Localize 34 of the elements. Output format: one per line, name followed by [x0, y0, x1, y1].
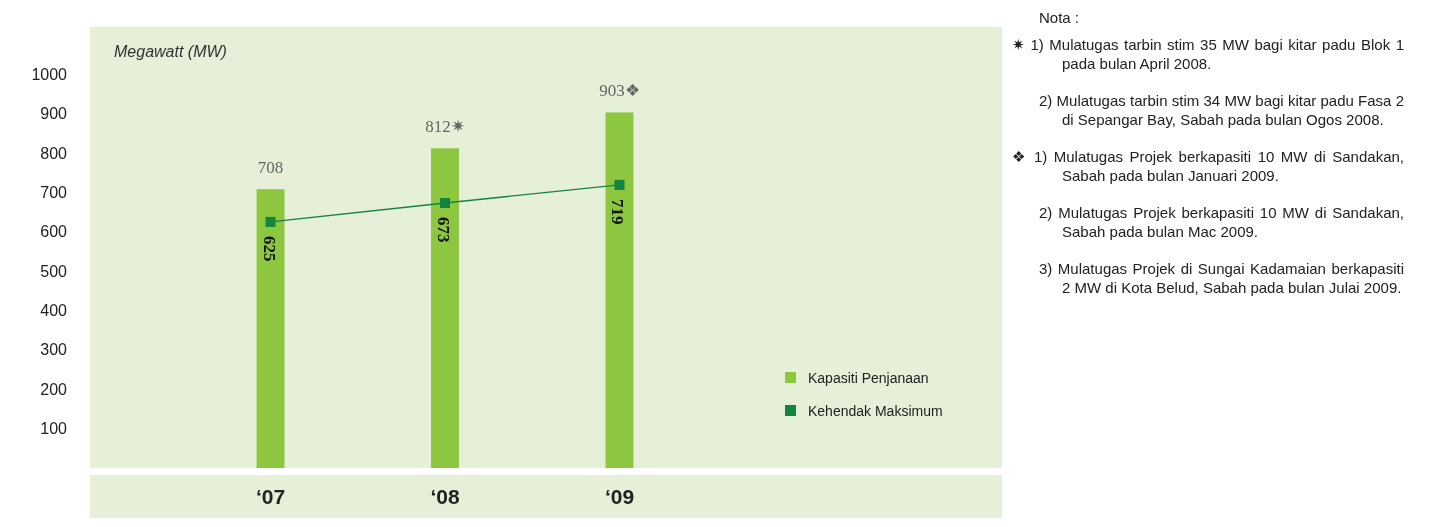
y-tick-label: 700 [40, 183, 68, 201]
text: 2) Mulatugas tarbin stim 34 MW bagi kitar padu Fasa 2 di Sepangar Bay, Sabah pada bulan Ogos 2008. [1038, 91, 1404, 129]
point [614, 179, 625, 190]
text: Nota : [1038, 8, 1081, 27]
y-axis-title: Megawatt (MW) [114, 43, 227, 60]
data-label: 625 [259, 235, 279, 262]
bar [256, 189, 285, 468]
x-tick-label: ‘07 [255, 485, 286, 508]
text: ❖ 1) Mulatugas Projek berkapasiti 10 MW di Sandakan, Sabah pada bulan Januari 2009. [1012, 147, 1404, 185]
data-label: 673 [434, 217, 453, 243]
x-tick-label: ‘08 [430, 485, 460, 508]
x-tick-label: ‘09 [604, 485, 635, 508]
point [440, 198, 450, 209]
data-label: 708 [257, 158, 284, 178]
y-tick-label: 1000 [31, 65, 68, 83]
y-tick-label: 300 [40, 341, 68, 359]
data-label: 812✷ [425, 117, 465, 137]
y-tick-label: 900 [40, 105, 68, 123]
text: ✷ 1) Mulatugas tarbin stim 35 MW bagi kitar padu Blok 1 pada bulan April 2008. [1012, 35, 1404, 73]
legend-label: Kapasiti Penjanaan [808, 369, 929, 386]
y-tick-label: 100 [40, 420, 68, 438]
y-tick-label: 600 [40, 223, 68, 241]
y-tick-label: 400 [40, 302, 68, 320]
y-tick-label: 500 [40, 262, 68, 280]
bar [431, 148, 459, 468]
data-label: 903❖ [599, 81, 640, 101]
text: 3) Mulatugas Projek di Sungai Kadamaian berkapasiti 2 MW di Kota Belud, Sabah pada bulan Julai 2009. [1038, 259, 1404, 297]
text: 2) Mulatugas Projek berkapasiti 10 MW di Sandakan, Sabah pada bulan Mac 2009. [1038, 203, 1404, 241]
point [265, 216, 276, 227]
legend-label: Kehendak Maksimum [808, 402, 943, 419]
data-label: 719 [608, 198, 628, 225]
y-tick-label: 800 [40, 144, 68, 162]
y-tick-label: 200 [40, 380, 68, 398]
bar [605, 112, 634, 468]
